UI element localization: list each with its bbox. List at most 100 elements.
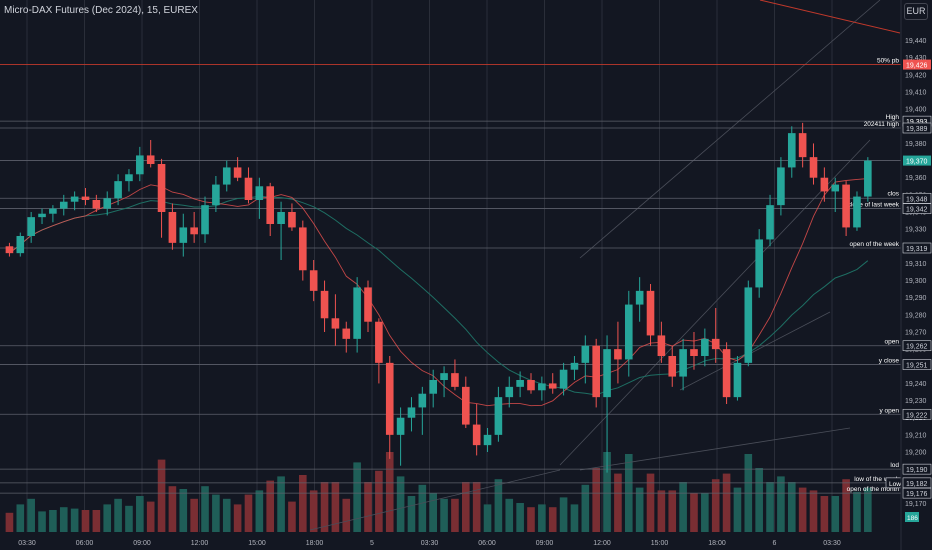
volume-bar [201, 486, 209, 532]
volume-bar [657, 490, 666, 532]
y-tick-label: 19,400 [905, 107, 927, 114]
x-tick-label: 18:00 [306, 540, 324, 547]
candle-body [244, 177, 253, 200]
volume-bar [244, 494, 253, 532]
x-tick-label: 09:00 [536, 540, 554, 547]
volume-tag [905, 512, 919, 522]
candle-body [70, 196, 79, 202]
volume-bar [581, 484, 590, 532]
candle-body [168, 212, 177, 243]
candle-body [809, 157, 818, 178]
trend-line [309, 469, 561, 531]
level-name: low of the week [854, 476, 900, 483]
candle-body [744, 287, 753, 363]
level-tag [903, 59, 931, 70]
volume-tag-label: 186 [907, 515, 918, 522]
volume-bar [407, 496, 416, 532]
candle-body [157, 164, 166, 212]
candle-body [81, 196, 90, 200]
level-tag [902, 463, 932, 475]
candle-body [864, 160, 872, 197]
candle-body [701, 338, 709, 356]
x-tick-label: 18:00 [708, 540, 726, 547]
candle-body [299, 227, 307, 271]
candle-body [38, 213, 46, 218]
y-tick-label: 19,230 [905, 398, 927, 405]
level-tag-label: 19,319 [906, 246, 928, 253]
level-tag-label: 19,176 [906, 491, 928, 498]
volume-bar [168, 486, 177, 532]
level-name: lod [890, 462, 899, 469]
candle-body [548, 383, 557, 389]
candle-body [570, 362, 579, 370]
volume-bar [592, 468, 600, 532]
level-tag-label: 19,389 [906, 126, 928, 133]
x-tick-label: 03:30 [421, 540, 439, 547]
x-tick-label: 12:00 [191, 540, 209, 547]
y-tick-label: 19,410 [905, 90, 927, 97]
x-tick-label: 6 [773, 540, 777, 547]
level-name: y close [879, 358, 900, 365]
volume-bar [853, 491, 861, 532]
candle-body [342, 328, 351, 339]
candle-body [494, 397, 503, 435]
candle-body [733, 362, 742, 398]
volume-bar [157, 459, 166, 532]
volume-bar [809, 490, 818, 532]
trend-line [559, 139, 871, 466]
level-tag-label: 19,370 [906, 159, 928, 166]
candle-body [690, 349, 698, 356]
level-tag-label: 19,190 [906, 467, 928, 474]
volume-bar [299, 475, 307, 532]
candle-body [440, 373, 448, 380]
volume-bar [81, 510, 90, 532]
candle-body [277, 212, 285, 224]
candle-body [820, 177, 829, 192]
volume-bar [842, 479, 850, 532]
candle-body [429, 380, 438, 394]
currency-button[interactable]: EUR [904, 3, 928, 20]
volume-bar [353, 462, 361, 532]
level-tag [902, 408, 932, 420]
volume-bar [527, 507, 535, 532]
resistance-line [759, 0, 901, 34]
candle-body [385, 362, 394, 435]
volume-bar [494, 479, 503, 532]
candle-body [255, 186, 264, 200]
volume-bar [320, 482, 329, 532]
volume-bar [222, 498, 231, 532]
volume-bar [179, 489, 188, 532]
x-tick-label: 06:00 [76, 540, 94, 547]
volume-bar [38, 511, 46, 532]
volume-bar [70, 508, 79, 532]
x-tick-label: 09:00 [133, 540, 151, 547]
volume-bar [614, 473, 622, 532]
x-tick-label: 03:30 [18, 540, 36, 547]
level-tag-label: 19,182 [906, 481, 928, 488]
candle-body [375, 321, 383, 363]
volume-bar [266, 480, 275, 532]
y-tick-label: 19,380 [905, 141, 927, 148]
trend-line [579, 427, 851, 471]
volume-bar [831, 496, 840, 532]
volume-bar [375, 470, 383, 532]
volume-bar [125, 505, 133, 532]
candle-body [505, 386, 514, 398]
candle-body [49, 208, 57, 214]
y-tick-label: 19,420 [905, 72, 927, 79]
x-tick-label: 03:30 [823, 540, 841, 547]
low-tag-label: Low [889, 481, 901, 488]
candle-body [603, 349, 611, 398]
volume-bar [538, 504, 546, 532]
volume-bar [114, 498, 122, 532]
level-tag-label: 19,342 [906, 207, 928, 214]
volume-bar [472, 482, 481, 532]
level-name: open of the month [847, 486, 900, 493]
candle-body [635, 290, 644, 305]
level-name: High [886, 114, 900, 121]
volume-bar [27, 498, 35, 532]
y-tick-label: 19,170 [905, 501, 927, 508]
candle-body [646, 290, 655, 336]
